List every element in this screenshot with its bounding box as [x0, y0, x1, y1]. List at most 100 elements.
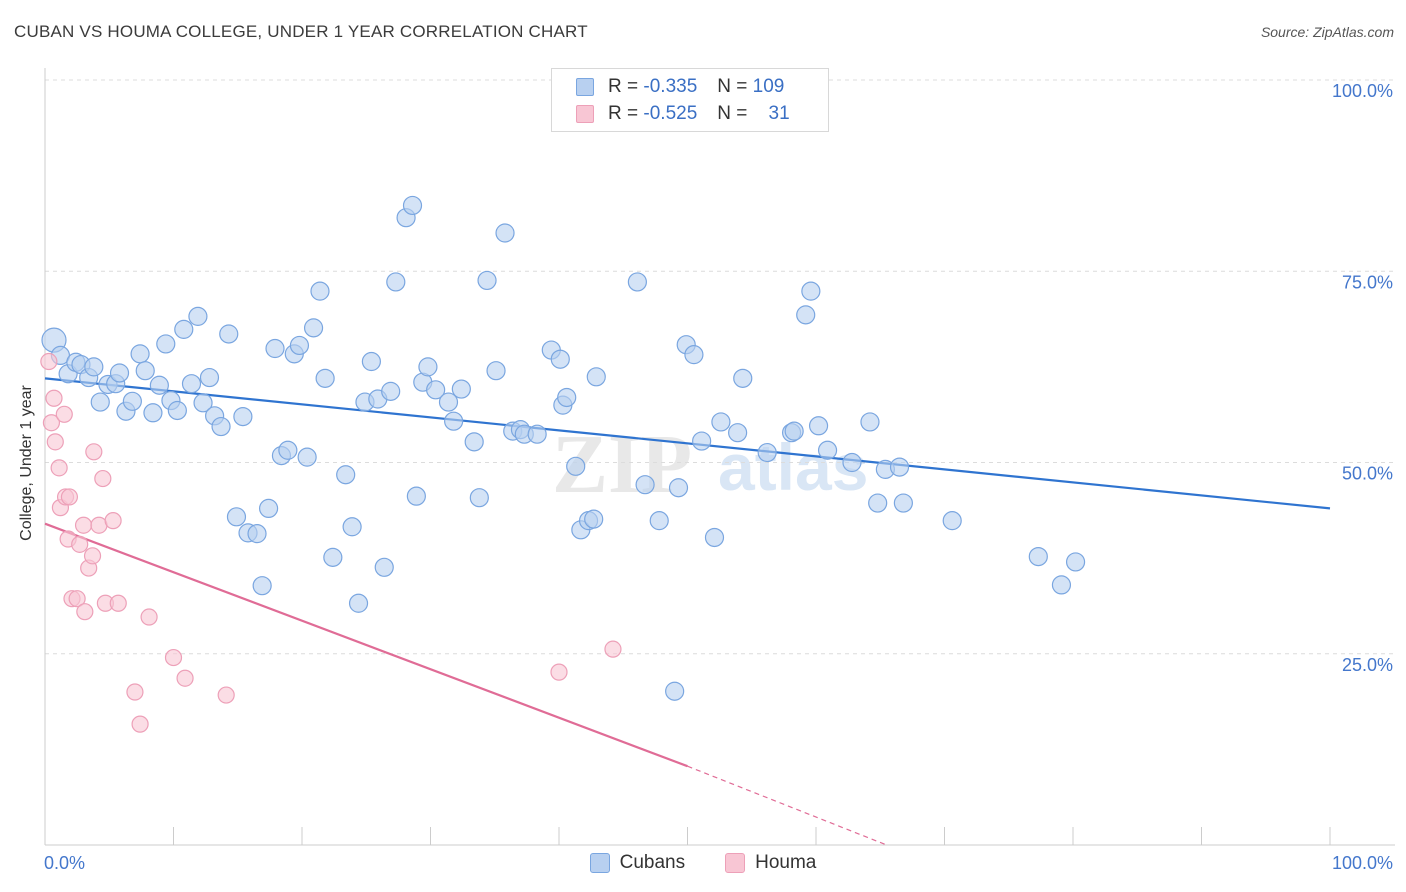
cubans-point	[1028, 546, 1048, 567]
cubans-point	[386, 272, 406, 292]
cubans-point	[374, 557, 394, 577]
houma-swatch	[576, 105, 594, 123]
houma-point	[85, 443, 103, 461]
cubans-point	[336, 465, 356, 485]
houma-point	[60, 488, 79, 506]
cubans-point	[808, 416, 829, 436]
cubans-point	[469, 488, 489, 508]
cubans-point	[942, 511, 962, 531]
cubans-point	[860, 412, 880, 432]
houma-r-value: -0.525	[643, 103, 698, 124]
r-label: R =	[608, 103, 639, 124]
cubans-point	[381, 381, 401, 401]
cubans-point	[665, 681, 685, 701]
cubans-point	[868, 493, 888, 513]
houma-point	[42, 414, 61, 432]
legend-item-houma[interactable]: Houma	[725, 852, 816, 874]
houma-point	[50, 459, 68, 477]
series-legend: Cubans Houma	[0, 852, 1406, 874]
cubans-point	[130, 344, 150, 364]
cubans-point	[199, 367, 220, 388]
houma-point	[74, 516, 93, 534]
cubans-point	[289, 335, 310, 356]
cubans-point	[451, 379, 471, 399]
cubans-point	[495, 223, 515, 243]
cubans-point	[278, 440, 298, 460]
houma-point	[104, 512, 122, 530]
legend-row-houma: R = -0.525 N = 31	[576, 101, 790, 127]
cubans-point	[226, 507, 247, 527]
houma-point	[83, 547, 102, 565]
houma-point	[604, 640, 622, 658]
cubans-point	[265, 338, 285, 359]
cubans-point	[668, 478, 689, 498]
cubans-point	[143, 403, 163, 423]
watermark-atlas: atlas	[718, 430, 868, 504]
cubans-point	[704, 527, 725, 548]
cubans-point	[635, 475, 655, 495]
cubans-r-value: -0.335	[643, 76, 698, 97]
cubans-point	[527, 424, 547, 444]
cubans-point	[149, 375, 169, 395]
cubans-point	[361, 351, 381, 372]
houma-point	[46, 433, 64, 451]
cubans-point	[109, 363, 130, 383]
cubans-point	[135, 361, 155, 381]
n-label: N =	[717, 76, 748, 97]
cubans-point	[418, 357, 438, 377]
cubans-trend-line	[44, 377, 1331, 510]
cubans-point	[893, 493, 913, 513]
cubans-point	[817, 440, 838, 460]
y-tick-label: 75.0%	[1342, 272, 1393, 292]
legend-item-cubans[interactable]: Cubans	[589, 852, 686, 874]
houma-point	[94, 469, 112, 488]
cubans-point	[122, 391, 142, 411]
houma-point	[71, 535, 89, 553]
cubans-point	[233, 407, 253, 427]
cubans-point	[557, 387, 577, 408]
cubans-point	[90, 392, 110, 412]
houma-point	[131, 715, 149, 733]
cubans-point	[297, 447, 317, 467]
cubans-point	[211, 416, 231, 437]
houma-point	[76, 603, 94, 621]
legend-cubans-label: Cubans	[619, 852, 686, 873]
chart-source: Source: ZipAtlas.com	[1260, 24, 1394, 40]
cubans-point	[586, 367, 606, 387]
cubans-point	[784, 421, 804, 441]
houma-point	[550, 663, 568, 681]
cubans-point	[252, 576, 272, 596]
houma-point	[176, 669, 194, 687]
cubans-legend-swatch	[589, 853, 610, 873]
cubans-point	[477, 270, 497, 291]
houma-point	[126, 683, 144, 701]
r-label: R =	[608, 76, 639, 97]
cubans-swatch	[576, 78, 594, 96]
cubans-point	[426, 380, 446, 400]
cubans-point	[402, 195, 423, 216]
cubans-point	[181, 374, 202, 394]
cubans-n-value: 109	[752, 76, 785, 97]
cubans-point	[711, 412, 731, 432]
cubans-point	[733, 368, 753, 388]
houma-point	[109, 594, 127, 612]
n-label: N =	[717, 103, 748, 124]
cubans-point	[188, 306, 208, 326]
houma-point	[217, 686, 235, 704]
cubans-point	[584, 509, 604, 529]
houma-point	[164, 648, 183, 667]
cubans-point	[757, 442, 777, 463]
stats-legend: R = -0.335 N = 109 R = -0.525 N = 31	[551, 68, 829, 132]
cubans-point	[464, 432, 484, 452]
cubans-point	[649, 511, 669, 531]
cubans-point	[348, 593, 369, 613]
houma-point	[68, 590, 86, 608]
cubans-point	[406, 486, 426, 506]
cubans-point	[728, 423, 748, 443]
cubans-point	[796, 305, 816, 325]
cubans-point	[627, 272, 647, 292]
cubans-point	[566, 456, 586, 476]
cubans-point	[84, 357, 104, 377]
cubans-point	[219, 324, 239, 344]
cubans-point	[684, 345, 704, 365]
